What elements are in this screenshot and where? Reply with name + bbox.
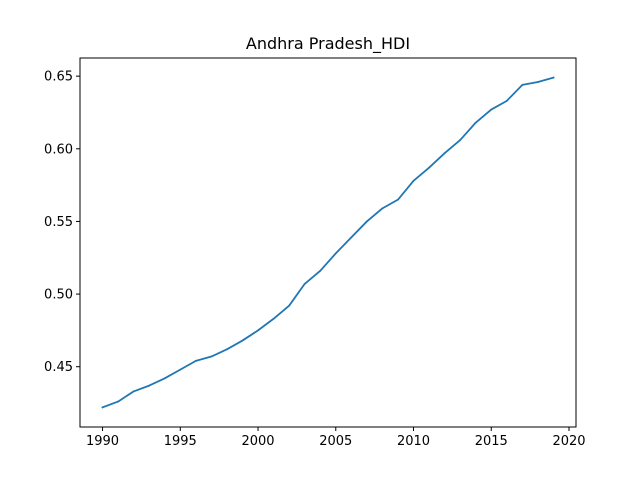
data-point — [490, 108, 493, 111]
x-tick-label: 1995 — [164, 434, 197, 449]
plot-frame — [79, 57, 577, 428]
y-tick-label: 0.65 — [44, 70, 73, 85]
data-point — [241, 339, 244, 342]
data-point — [272, 317, 275, 320]
data-point — [303, 283, 306, 285]
data-point — [194, 359, 197, 362]
y-tick-label: 0.50 — [44, 288, 73, 303]
data-point — [365, 220, 368, 223]
y-axis: 0.45 0.50 0.55 0.60 0.65 — [44, 70, 80, 375]
data-point — [288, 304, 291, 307]
y-tick-label: 0.60 — [44, 142, 73, 157]
data-point — [537, 81, 539, 83]
data-point — [505, 99, 508, 102]
series-line — [101, 76, 555, 409]
series-layer — [101, 76, 555, 409]
data-point — [334, 252, 337, 255]
data-point — [350, 236, 353, 239]
data-point — [210, 355, 213, 358]
data-point — [117, 400, 119, 403]
data-point — [148, 384, 151, 387]
data-point — [459, 139, 462, 141]
data-point — [163, 377, 166, 380]
data-point — [319, 269, 322, 272]
data-point — [443, 152, 446, 155]
data-point — [397, 198, 399, 201]
chart-title: Andhra Pradesh_HDI — [246, 34, 410, 54]
data-point — [474, 121, 477, 124]
data-point — [257, 329, 259, 332]
data-point — [412, 179, 415, 182]
x-tick-label: 2000 — [241, 434, 274, 449]
x-tick-label: 2005 — [319, 434, 352, 449]
data-point — [179, 368, 182, 371]
x-axis: 1990 1995 2000 2005 2010 2015 2020 — [86, 427, 586, 449]
x-tick-label: 2015 — [475, 434, 508, 449]
data-point — [101, 406, 104, 409]
data-point — [428, 166, 430, 169]
data-point — [521, 83, 524, 86]
y-tick-label: 0.55 — [44, 215, 73, 230]
data-point — [226, 348, 228, 351]
x-tick-label: 1990 — [86, 434, 119, 449]
x-tick-label: 2020 — [552, 434, 585, 449]
data-point — [132, 390, 135, 393]
x-tick-label: 2010 — [397, 434, 430, 449]
y-tick-label: 0.45 — [44, 360, 73, 375]
data-point — [381, 207, 384, 210]
data-point — [552, 76, 555, 79]
